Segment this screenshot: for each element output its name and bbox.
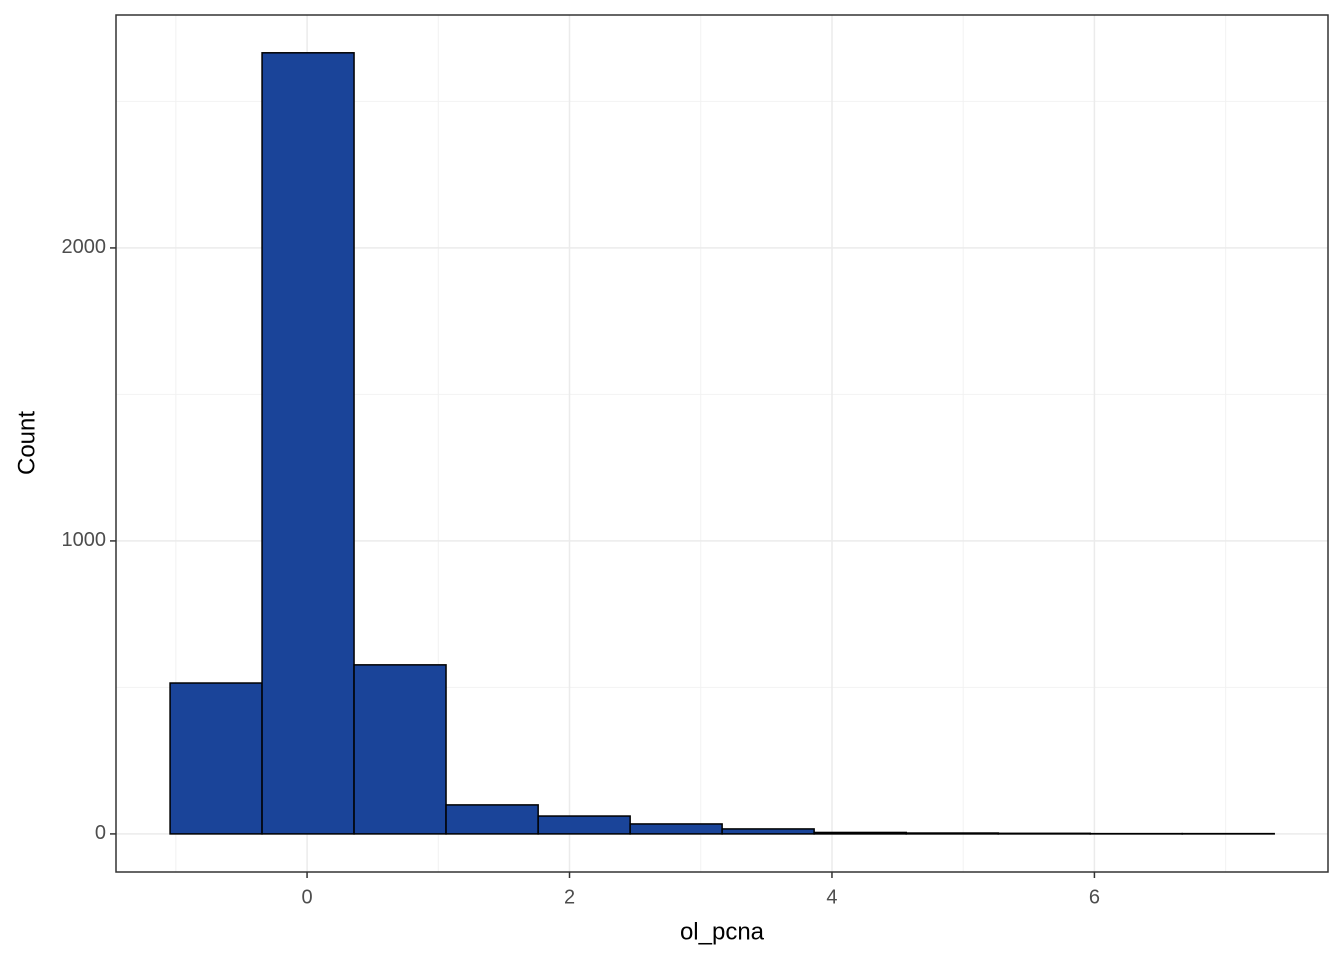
bar bbox=[353, 664, 447, 835]
x-tick-label: 0 bbox=[302, 886, 313, 908]
bar bbox=[905, 832, 999, 835]
bar bbox=[629, 823, 723, 835]
bar bbox=[169, 682, 263, 835]
x-tick-label: 4 bbox=[826, 886, 837, 908]
bar bbox=[537, 815, 631, 835]
y-axis-title: Count bbox=[13, 411, 40, 475]
x-tick-label: 2 bbox=[564, 886, 575, 908]
bar bbox=[445, 804, 539, 835]
y-tick-label: 1000 bbox=[62, 529, 107, 551]
bar bbox=[261, 52, 355, 835]
bar bbox=[721, 828, 815, 835]
bar bbox=[997, 832, 1091, 835]
x-tick-label: 6 bbox=[1089, 886, 1100, 908]
bar bbox=[813, 831, 907, 835]
plot-border bbox=[115, 14, 1329, 873]
x-axis-title: ol_pcna bbox=[680, 918, 765, 945]
y-tick-label: 2000 bbox=[62, 236, 107, 258]
y-tick-label: 0 bbox=[95, 822, 106, 844]
